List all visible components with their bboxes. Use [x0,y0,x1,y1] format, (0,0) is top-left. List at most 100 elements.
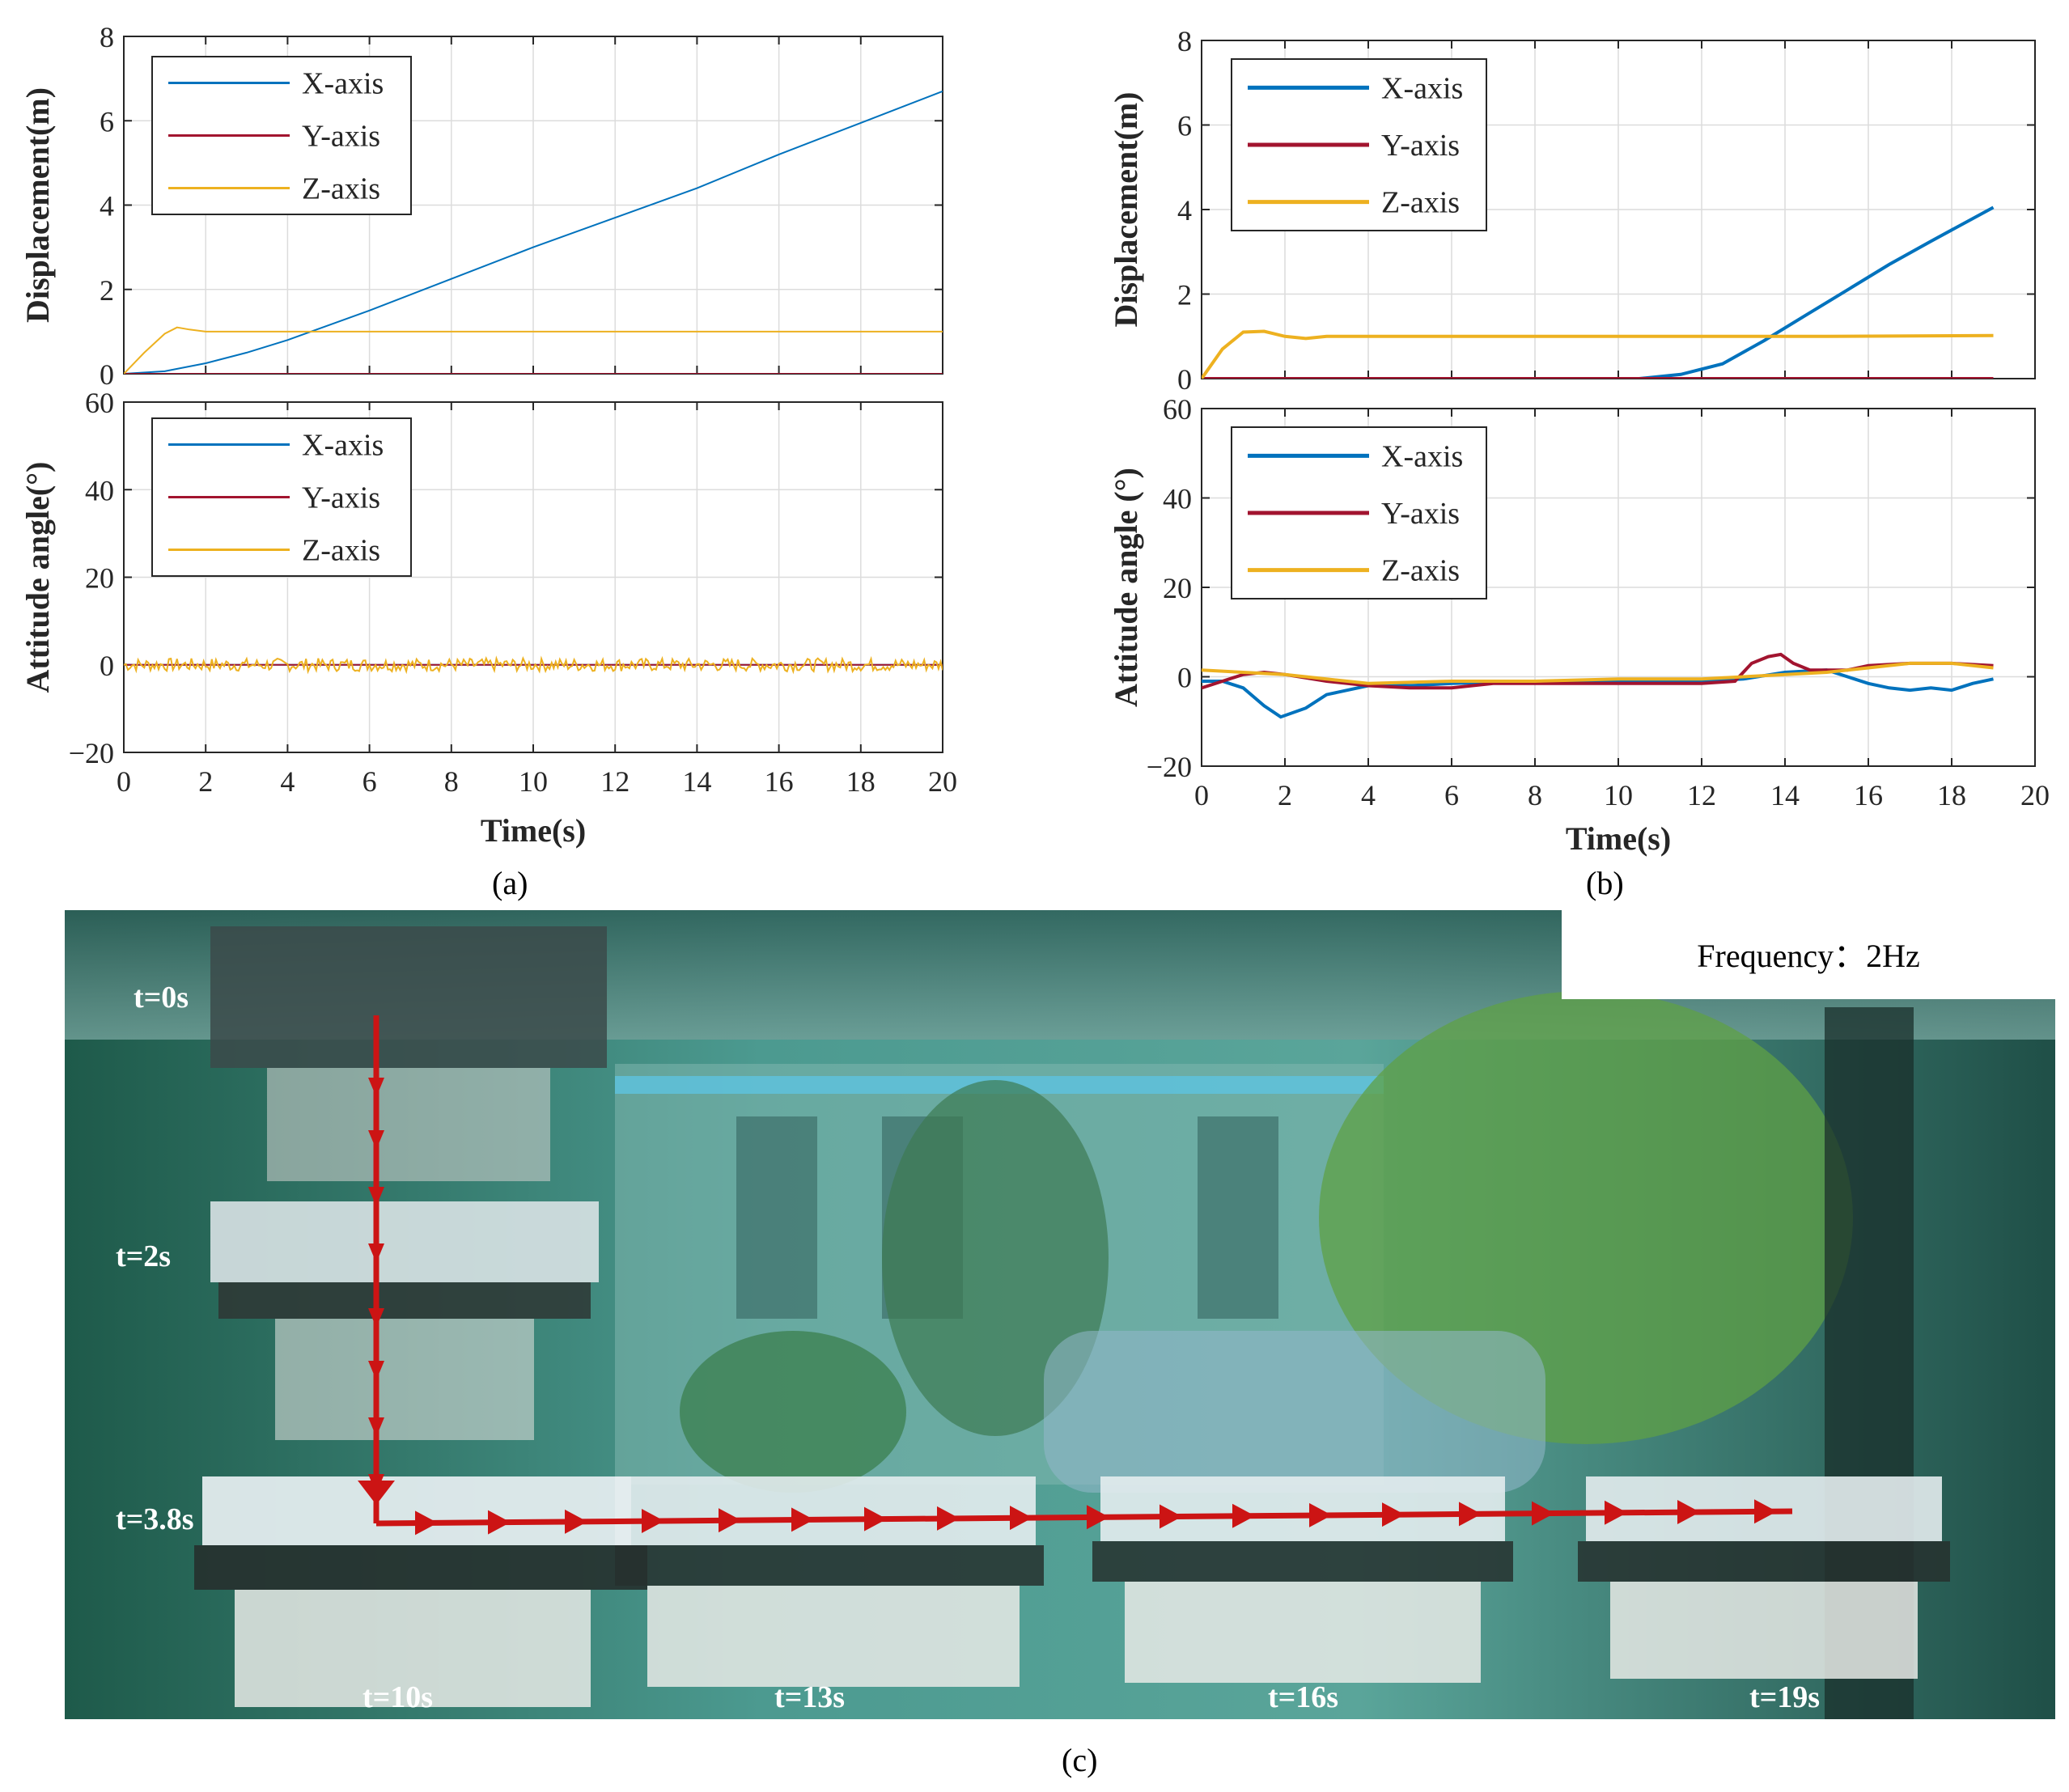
time-label-t2: t=2s [116,1239,171,1273]
panel-a-displacement-ytick-label-1: 2 [100,274,114,307]
panel-b-displacement-ytick-label-4: 8 [1177,25,1192,57]
arrow-right-17 [1677,1500,1700,1525]
panel-a-displacement-legend-label-0: X-axis [302,67,384,101]
panel-a-xtick-label-5: 10 [519,765,548,798]
arrow-right-14 [1459,1502,1482,1527]
robot-t3-8 [194,1476,647,1707]
panel-a-displacement-ytick-label-3: 6 [100,105,114,138]
panel-b-attitude-series-y-axis [1202,652,1994,690]
panel-b-xtick-label-10: 20 [2020,779,2050,811]
panel-a-displacement-series-x-axis [124,90,943,374]
panel-b-displacement-ytick-label-1: 2 [1177,279,1192,311]
panel-a-xtick-label-7: 14 [682,765,711,798]
panel-b-xtick-label-0: 0 [1194,779,1209,811]
panel-b-displacement-legend-label-0: X-axis [1381,71,1463,105]
panel-a-attitude-ytick-label-1: 0 [100,650,114,682]
panel-b-attitude-ylabel: Attitude angle (°) [1108,468,1144,707]
arrow-right-7 [937,1506,960,1531]
window-3 [1198,1116,1278,1319]
frequency-box [1562,910,2055,999]
arrow-down-1 [368,1130,384,1150]
panel-b-attitude-legend-label-2: Z-axis [1381,554,1460,588]
panel-a-xtick-label-3: 6 [362,765,377,798]
time-label-t10: t=10s [362,1680,433,1714]
photo-scene: Frequency：2Hz t=0s t=2s t=3.8s t=10s t=1… [65,910,2055,1719]
panel-b-attitude-legend-label-1: Y-axis [1381,497,1460,531]
panel-b-attitude-series-z-axis [1202,661,1994,685]
time-label-t19: t=19s [1749,1680,1820,1714]
panel-b-xtick-label-4: 8 [1528,779,1542,811]
time-label-t0: t=0s [134,981,189,1015]
robot-t2 [210,1201,599,1440]
time-label-t16: t=16s [1268,1680,1338,1714]
trajectory-horizontal [375,1508,1793,1527]
trajectory-arrows [358,1015,1793,1536]
panel-b-xtick-label-2: 4 [1361,779,1376,811]
panel-b: 0 2 4 6 8 Displacement(m) X-axis Y-axis Z-axis −2… [1108,25,2050,857]
arrow-right-0 [415,1510,438,1536]
panel-b-xtick-label-7: 14 [1770,779,1800,811]
panel-a-xlabel: Time(s) [481,812,586,849]
panel-b-attitude-series-x-axis [1202,668,1994,719]
panel-b-displacement-series-x-axis [1202,205,1995,379]
arrow-right-12 [1309,1502,1332,1527]
time-label-t13: t=13s [774,1680,845,1714]
window-1 [736,1116,817,1319]
caption-c: (c) [1062,1742,1098,1778]
panel-a-attitude-ytick-label-3: 40 [85,474,114,506]
panel-b-attitude-ytick-label-3: 40 [1163,483,1192,515]
arrow-right-9 [1087,1505,1109,1530]
panel-b-xlabel: Time(s) [1566,820,1671,857]
panel-b-xtick-label-8: 16 [1854,779,1883,811]
robot-t19 [1578,1476,1950,1679]
panel-a-xtick-label-1: 2 [198,765,213,798]
panel-b-displacement-ylabel: Displacement(m) [1108,91,1144,327]
panel-a-xtick-label-10: 20 [928,765,957,798]
panel-a-xtick-label-9: 18 [846,765,876,798]
panel-b-xtick-label-6: 12 [1687,779,1716,811]
arrow-down-big [358,1481,395,1505]
arrow-right-18 [1754,1499,1777,1524]
charts-area: 0 2 4 6 8 Displacement(m) X-axis Y-axis Z-axis −2… [19,21,2050,857]
experiment-photo: Frequency：2Hz t=0s t=2s t=3.8s t=10s t=1… [65,910,2055,1719]
arrow-right-16 [1605,1500,1627,1525]
robot-t10-13 [615,1476,1044,1687]
panel-b-xtick-label-3: 6 [1444,779,1459,811]
panel-a-displacement-series-z-axis [124,326,943,374]
panel-a-attitude-ytick-label-2: 20 [85,562,114,595]
arrow-down-0 [368,1078,384,1097]
panel-a-xtick-label-0: 0 [117,765,131,798]
tree-middle [882,1080,1109,1436]
panel-a-xtick-label-4: 8 [444,765,459,798]
arrow-right-11 [1232,1503,1255,1528]
panel-a-xtick-label-6: 12 [600,765,630,798]
arrow-right-10 [1160,1504,1182,1529]
time-label-t3-8: t=3.8s [116,1502,194,1536]
panel-a-displacement-ylabel: Displacement(m) [19,87,56,323]
car [1044,1331,1545,1493]
panel-b-attitude-ytick-label-0: −20 [1147,751,1192,783]
caption-a: (a) [492,865,528,901]
panel-b-displacement-ytick-label-2: 4 [1177,194,1192,227]
arrow-right-3 [642,1509,664,1533]
panel-a-attitude-ytick-label-4: 60 [85,387,114,419]
panel-b-displacement-ytick-label-0: 0 [1177,363,1192,396]
panel-b-displacement-legend-label-2: Z-axis [1381,186,1460,220]
panel-a-displacement-ytick-label-4: 8 [100,21,114,53]
arrow-down-5 [368,1361,384,1380]
panel-a-attitude-ytick-label-0: −20 [69,737,114,769]
panel-b-displacement-series-z-axis [1202,329,1994,379]
panel-b-xtick-label-5: 10 [1604,779,1633,811]
panel-a-displacement-ytick-label-0: 0 [100,358,114,391]
arrow-right-5 [791,1507,814,1532]
time-labels: t=0s t=2s t=3.8s t=10s t=13s t=16s t=19s [116,981,1820,1714]
arrow-down-3 [368,1243,384,1263]
panel-b-attitude-ytick-label-1: 0 [1177,662,1192,694]
panel-a-displacement-ytick-label-2: 4 [100,190,114,222]
panel-b-xtick-label-1: 2 [1278,779,1292,811]
arrow-down-4 [368,1308,384,1328]
caption-b: (b) [1586,865,1624,901]
arrow-right-8 [1010,1506,1032,1531]
panel-b-attitude-ytick-label-2: 20 [1163,572,1192,604]
arrow-right-13 [1382,1502,1405,1527]
